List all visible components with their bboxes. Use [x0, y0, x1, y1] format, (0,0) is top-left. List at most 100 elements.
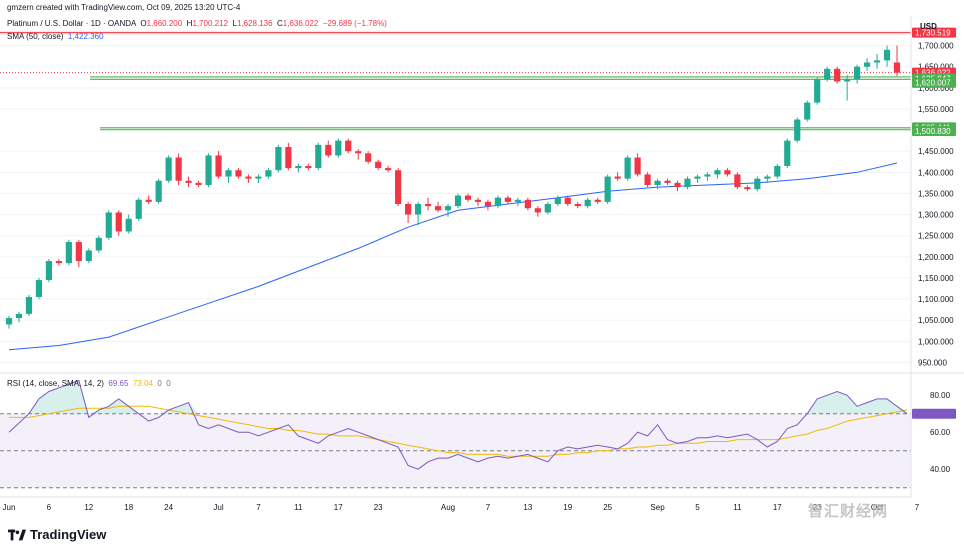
candle	[145, 195, 152, 205]
candle	[634, 153, 641, 177]
candle	[804, 100, 811, 122]
candle	[574, 201, 581, 209]
candle	[35, 277, 43, 300]
candle	[175, 153, 182, 185]
support-lower-2-label: 1,500.830	[915, 127, 951, 136]
candle	[405, 201, 412, 224]
candle	[724, 168, 731, 177]
candle	[624, 155, 631, 181]
time-tick-label: 5	[695, 503, 700, 512]
sma-value: 1,422.360	[67, 32, 104, 41]
candle	[794, 117, 801, 143]
candle	[285, 142, 292, 171]
candle	[704, 172, 711, 181]
credit-text: gmzern created with TradingView.com, Oct…	[7, 3, 241, 12]
candle	[514, 197, 521, 207]
candle	[95, 235, 102, 253]
rsi-tick-label: 40.00	[930, 465, 951, 474]
rsi-last-badge	[912, 408, 956, 419]
candle	[345, 138, 352, 154]
resistance-badge	[912, 27, 956, 38]
candle	[65, 239, 72, 266]
candle	[75, 239, 82, 268]
open-value: 1,660.200	[146, 19, 183, 28]
price-tick-label: 1,250.000	[918, 232, 954, 241]
candle	[265, 168, 272, 179]
time-tick-label: 13	[523, 503, 532, 512]
candle	[325, 140, 332, 158]
candle	[395, 168, 402, 207]
support-upper-2-label: 1,620.007	[915, 79, 951, 88]
candle	[494, 195, 501, 209]
time-tick-label: Jun	[3, 503, 16, 512]
time-tick-label: 23	[813, 503, 822, 512]
support-lower-2-badge	[912, 125, 956, 136]
rsi-value: 69.65	[108, 379, 129, 388]
currency-label: USD	[920, 22, 937, 31]
candle	[614, 172, 621, 181]
time-tick-label: 24	[164, 503, 173, 512]
candle	[335, 138, 342, 158]
price-tick-label: 1,700.000	[918, 42, 954, 51]
price-tick-label: 950.000	[918, 358, 947, 367]
time-tick-label: 7	[486, 503, 491, 512]
price-pane-grid	[0, 45, 911, 363]
time-tick-label: 18	[124, 503, 133, 512]
price-tick-label: 1,350.000	[918, 189, 954, 198]
rsi-tick-label: 60.00	[930, 428, 951, 437]
candle	[385, 165, 392, 173]
close-value: 1,636.022	[282, 19, 319, 28]
candle	[584, 197, 591, 209]
support-lower-zone	[100, 127, 911, 130]
candle	[893, 45, 901, 76]
time-tick-label: Oct	[871, 503, 884, 512]
candle	[834, 66, 841, 84]
time-tick-label: 6	[47, 503, 52, 512]
candle	[185, 176, 192, 188]
candle	[85, 248, 92, 264]
candle	[484, 199, 492, 211]
time-tick-label: 17	[334, 503, 343, 512]
price-tick-label: 1,650.000	[918, 63, 954, 72]
rsi-legend[interactable]: RSI (14, close, SMA, 14, 2) 69.65 73.04 …	[7, 379, 171, 388]
candle	[165, 155, 172, 183]
candle	[854, 64, 861, 84]
tradingview-brand[interactable]: TradingView	[8, 527, 106, 542]
time-tick-label: 17	[773, 503, 782, 512]
candle	[155, 178, 162, 205]
candle	[235, 168, 242, 179]
support-upper-zone	[90, 76, 911, 80]
candle	[305, 163, 312, 171]
candle	[734, 172, 741, 190]
resistance-zone	[0, 30, 911, 35]
candle	[594, 197, 601, 205]
candle	[255, 174, 262, 183]
price-tick-label: 1,200.000	[918, 253, 954, 262]
candle	[275, 144, 282, 173]
candle	[714, 168, 721, 179]
candle	[534, 206, 541, 217]
candle	[464, 193, 472, 202]
time-tick-label: 23	[374, 503, 383, 512]
price-badges: 1,730.5191,636.02203:39:391,625.9471,620…	[912, 27, 956, 419]
candle	[195, 180, 202, 188]
symbol-legend[interactable]: Platinum / U.S. Dollar · 1D · OANDA O1,6…	[7, 19, 387, 28]
candle	[844, 75, 851, 101]
sma-legend[interactable]: SMA (50, close) 1,422.360	[7, 32, 104, 41]
candle	[444, 204, 452, 217]
time-tick-label: Aug	[441, 503, 455, 512]
price-tick-label: 1,050.000	[918, 316, 954, 325]
rsi-ma-value: 73.04	[132, 379, 153, 388]
price-tick-label: 1,600.000	[918, 84, 954, 93]
brand-name: TradingView	[30, 527, 107, 542]
candle	[883, 45, 891, 67]
candle	[754, 176, 761, 192]
price-tick-label: 1,550.000	[918, 105, 954, 114]
rsi-pane	[0, 372, 964, 489]
candle	[784, 138, 791, 169]
candle	[504, 195, 511, 205]
candle	[824, 66, 831, 82]
time-tick-label: 19	[563, 503, 572, 512]
price-tick-label: 1,150.000	[918, 274, 954, 283]
